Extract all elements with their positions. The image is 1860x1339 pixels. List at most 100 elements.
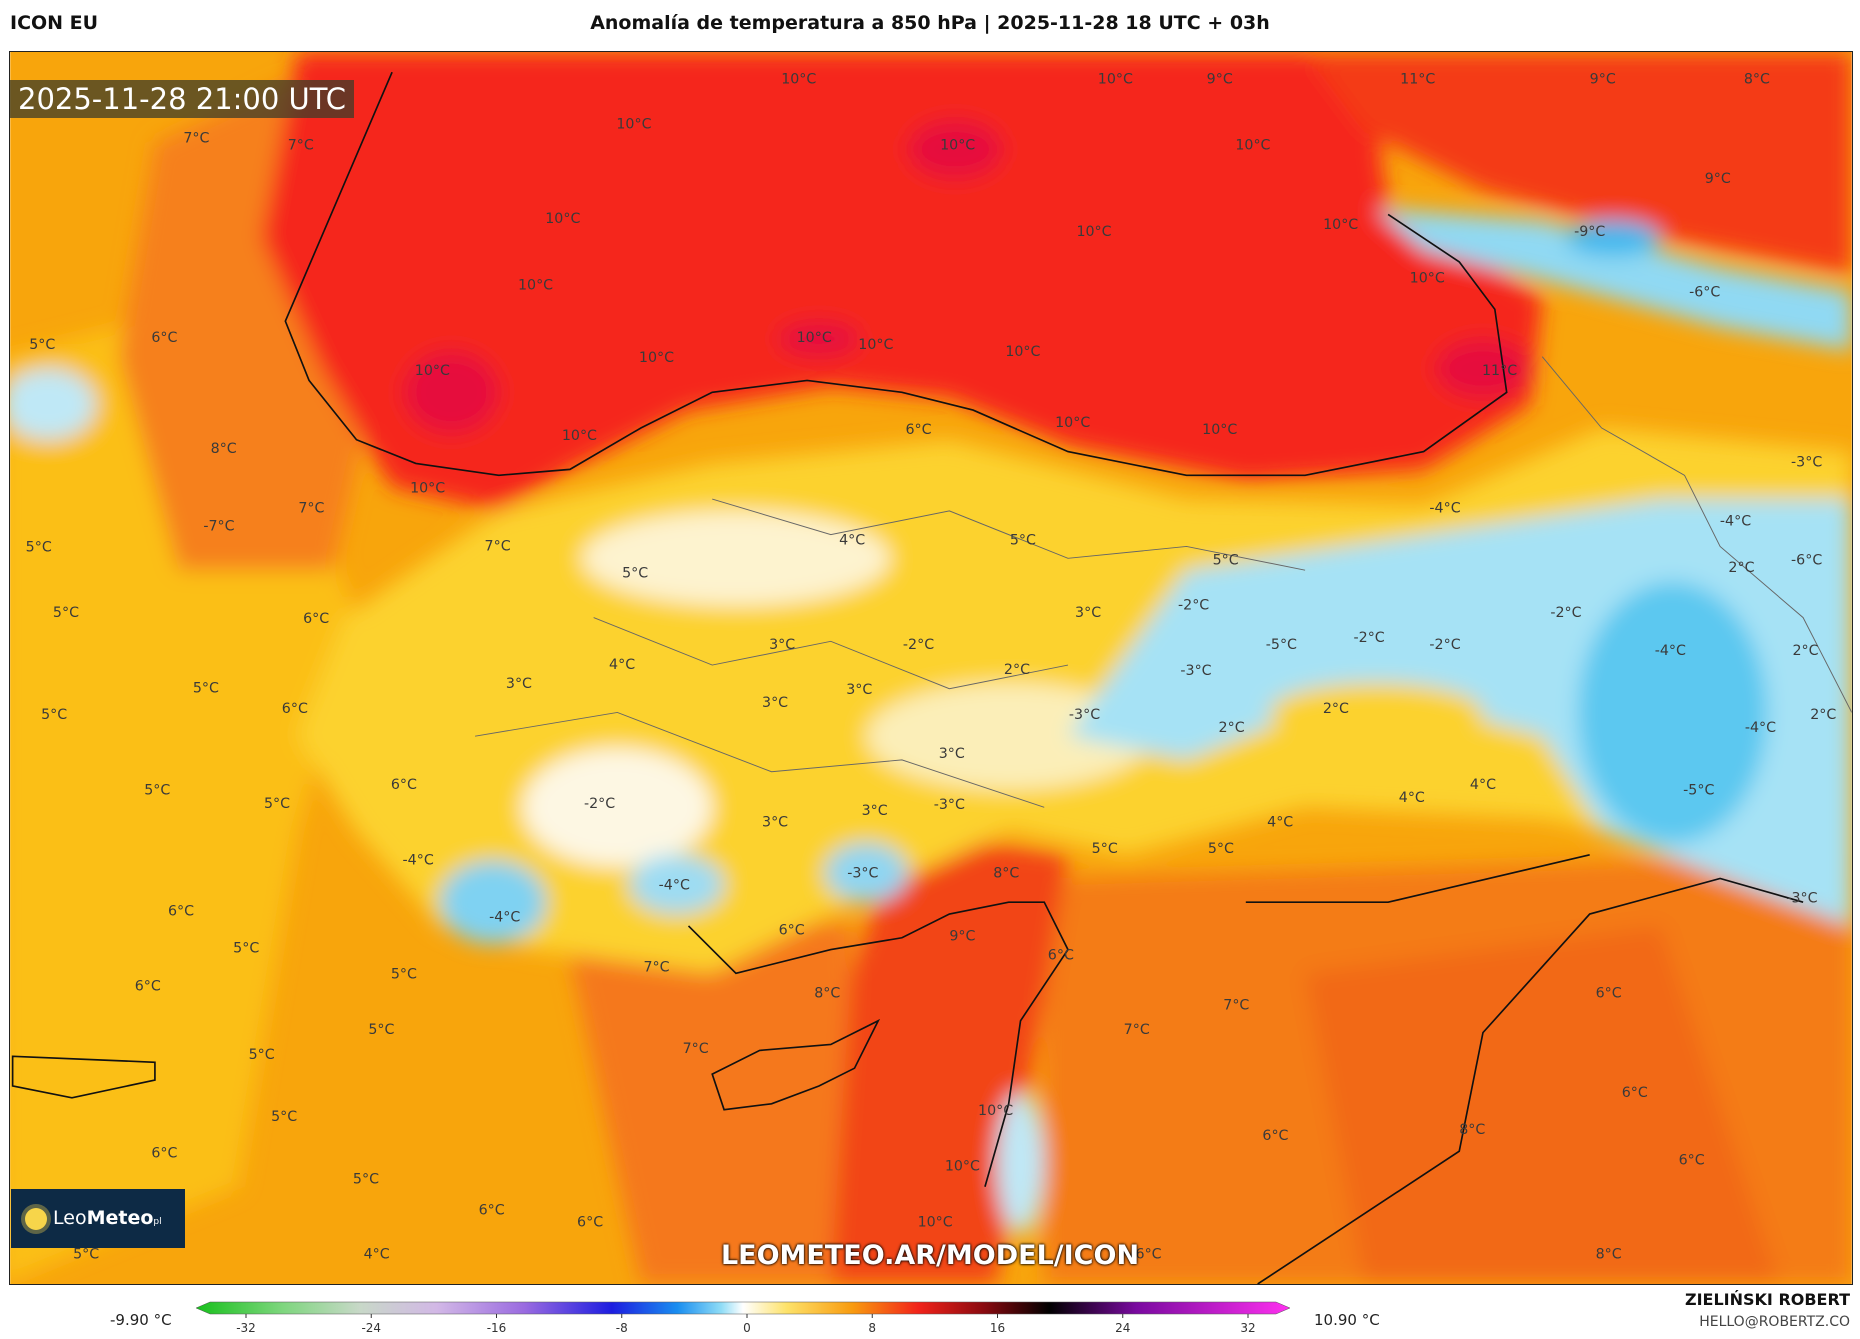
temperature-label: 7°C bbox=[183, 131, 209, 147]
temperature-label: 5°C bbox=[249, 1047, 275, 1063]
temperature-label: 6°C bbox=[282, 701, 308, 717]
logo-suffix: pl bbox=[153, 1217, 162, 1227]
watermark: LEOMETEO.AR/MODEL/ICON bbox=[720, 1240, 1140, 1271]
temperature-label: 8°C bbox=[814, 985, 840, 1001]
temperature-label: 7°C bbox=[1223, 997, 1249, 1013]
temperature-label: 8°C bbox=[1744, 71, 1770, 87]
temperature-label: 10°C bbox=[978, 1103, 1013, 1119]
temperature-label: 9°C bbox=[1705, 171, 1731, 187]
temperature-label: 9°C bbox=[1207, 71, 1233, 87]
temperature-label: 2°C bbox=[1810, 707, 1836, 723]
temperature-label: 5°C bbox=[1092, 841, 1118, 857]
temperature-label: -3°C bbox=[847, 866, 878, 882]
temperature-label: 9°C bbox=[949, 929, 975, 945]
temperature-label: 4°C bbox=[364, 1246, 390, 1262]
temperature-label: 3°C bbox=[769, 637, 795, 653]
colorbar-tick-label: -32 bbox=[236, 1321, 256, 1335]
temperature-label: 5°C bbox=[391, 967, 417, 983]
temperature-label: -3°C bbox=[1180, 663, 1211, 679]
temperature-label: 3°C bbox=[862, 803, 888, 819]
temperature-label: 6°C bbox=[577, 1214, 603, 1230]
colorbar-tick-label: -8 bbox=[616, 1321, 628, 1335]
temperature-label: 10°C bbox=[518, 278, 553, 294]
temperature-label: 7°C bbox=[298, 501, 324, 517]
temperature-label: 10°C bbox=[639, 350, 674, 366]
temperature-label: 5°C bbox=[1010, 533, 1036, 549]
temperature-label: 2°C bbox=[1004, 662, 1030, 678]
temperature-label: 7°C bbox=[683, 1041, 709, 1057]
temperature-label: 7°C bbox=[485, 538, 511, 554]
max-value: 10.90 °C bbox=[1314, 1311, 1380, 1329]
temperature-label: -3°C bbox=[934, 797, 965, 813]
temperature-label: 4°C bbox=[1470, 777, 1496, 793]
temperature-label: -3°C bbox=[1791, 454, 1822, 470]
temperature-label: 6°C bbox=[1262, 1128, 1288, 1144]
temperature-label: -5°C bbox=[1266, 637, 1297, 653]
title: Anomalía de temperatura a 850 hPa | 2025… bbox=[590, 12, 1270, 34]
temperature-label: 10°C bbox=[1410, 270, 1445, 286]
temperature-label: 5°C bbox=[1208, 841, 1234, 857]
temperature-label: 6°C bbox=[168, 904, 194, 920]
temperature-label: 6°C bbox=[135, 978, 161, 994]
temperature-label: -2°C bbox=[1354, 630, 1385, 646]
temperature-label: 5°C bbox=[73, 1246, 99, 1262]
temperature-label: -6°C bbox=[1689, 285, 1720, 301]
temperature-label: -2°C bbox=[1550, 605, 1581, 621]
temperature-label: -2°C bbox=[584, 796, 615, 812]
logo-text-bold: Meteo bbox=[86, 1207, 154, 1229]
email: HELLO@ROBERTZ.CO bbox=[1699, 1314, 1850, 1330]
temperature-label: 7°C bbox=[1124, 1022, 1150, 1038]
temperature-label: 10°C bbox=[1005, 344, 1040, 360]
temperature-label: -4°C bbox=[1429, 501, 1460, 517]
temperature-label: 4°C bbox=[1399, 790, 1425, 806]
temperature-label: 10°C bbox=[616, 116, 651, 132]
colorbar-tick-label: 8 bbox=[868, 1321, 876, 1335]
temperature-label: -5°C bbox=[1683, 783, 1714, 799]
map: 10°C 10°C 9°C 11°C 9°C 8°C 10°C 10°C 10°C 7°C 7°C 9… bbox=[9, 51, 1853, 1285]
temperature-label: 6°C bbox=[151, 330, 177, 346]
temperature-label: -4°C bbox=[659, 878, 690, 894]
model-name: ICON EU bbox=[10, 12, 99, 34]
temperature-label: 4°C bbox=[609, 657, 635, 673]
temperature-label: 6°C bbox=[1136, 1246, 1162, 1262]
temperature-label: 9°C bbox=[1590, 71, 1616, 87]
temperature-label: 5°C bbox=[26, 540, 52, 556]
temperature-label: 10°C bbox=[1076, 224, 1111, 240]
temperature-label: 10°C bbox=[545, 211, 580, 227]
temperature-label: 2°C bbox=[1792, 643, 1818, 659]
temperature-label: 5°C bbox=[144, 783, 170, 799]
temperature-label: 6°C bbox=[479, 1202, 505, 1218]
temperature-label: 5°C bbox=[353, 1172, 379, 1188]
temperature-label: 6°C bbox=[906, 422, 932, 438]
temperature-label: -2°C bbox=[1178, 598, 1209, 614]
temperature-label: 10°C bbox=[410, 480, 445, 496]
temperature-label: 10°C bbox=[945, 1159, 980, 1175]
temperature-label: -4°C bbox=[1720, 514, 1751, 530]
temperature-label: 6°C bbox=[391, 777, 417, 793]
temperature-label: -6°C bbox=[1791, 553, 1822, 569]
temperature-label: 3°C bbox=[1075, 605, 1101, 621]
colorbar-tick-label: -16 bbox=[487, 1321, 507, 1335]
temperature-label: 10°C bbox=[940, 138, 975, 154]
temperature-label: 7°C bbox=[643, 959, 669, 975]
temperature-label: 4°C bbox=[839, 533, 865, 549]
temperature-label: 3°C bbox=[846, 682, 872, 698]
temperature-label: 6°C bbox=[151, 1146, 177, 1162]
temperature-label: -3°C bbox=[1069, 707, 1100, 723]
temperature-label: 6°C bbox=[1622, 1085, 1648, 1101]
temperature-label: 5°C bbox=[264, 796, 290, 812]
temperature-label: 6°C bbox=[1596, 985, 1622, 1001]
colorbar-tick-label: 16 bbox=[990, 1321, 1005, 1335]
colorbar-tick-label: 24 bbox=[1115, 1321, 1130, 1335]
temperature-label: 10°C bbox=[1098, 71, 1133, 87]
temperature-label: 5°C bbox=[271, 1109, 297, 1125]
temperature-label: 6°C bbox=[779, 923, 805, 939]
temperature-label: 6°C bbox=[1679, 1153, 1705, 1169]
temperature-label: 10°C bbox=[1202, 422, 1237, 438]
temperature-label: 10°C bbox=[1323, 217, 1358, 233]
temperature-label: 5°C bbox=[41, 707, 67, 723]
temperature-label: -4°C bbox=[1745, 720, 1776, 736]
temperature-label: 2°C bbox=[1323, 701, 1349, 717]
temperature-label: 2°C bbox=[1728, 560, 1754, 576]
